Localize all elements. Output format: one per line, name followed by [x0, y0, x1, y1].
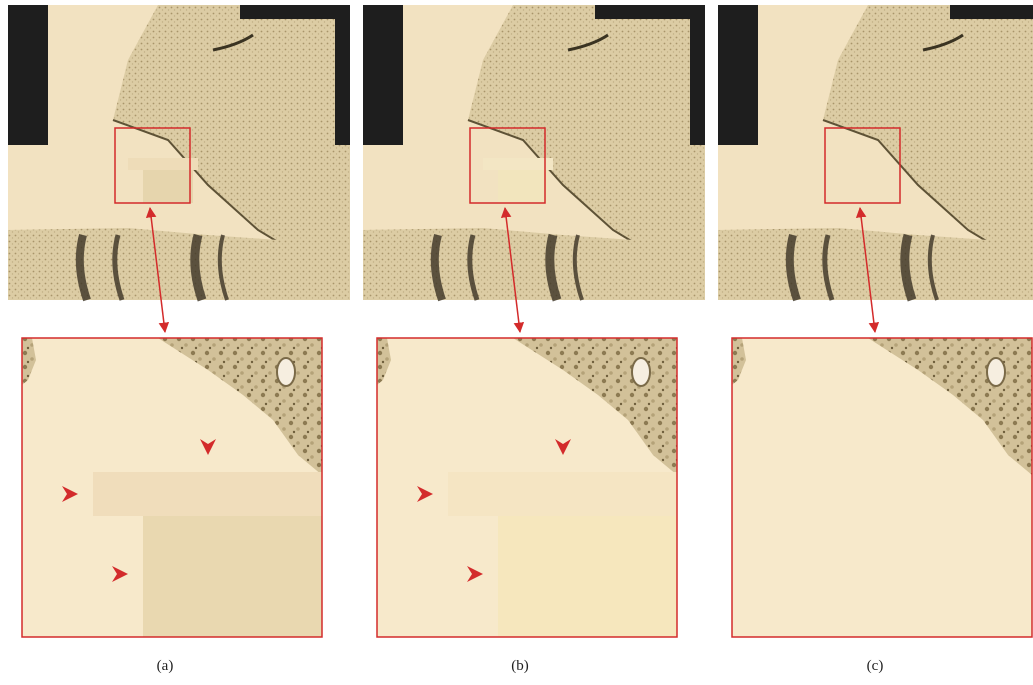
- zoom-cell: [632, 358, 650, 386]
- panel: (b): [363, 5, 705, 674]
- panel: (a): [8, 5, 350, 674]
- seam-patch: [143, 170, 193, 203]
- zoom-cell: [987, 358, 1005, 386]
- zoom-seam: [93, 472, 322, 516]
- black-corner: [363, 5, 403, 145]
- black-corner: [335, 5, 350, 145]
- seam-patch: [128, 158, 198, 170]
- black-corner: [595, 5, 705, 19]
- zoom-seam: [448, 472, 677, 516]
- black-corner: [240, 5, 350, 19]
- panel-label: (c): [867, 658, 884, 674]
- figure: (a) (b) (c): [0, 0, 1033, 680]
- zoom-seam: [498, 516, 677, 637]
- black-corner: [690, 5, 705, 145]
- panel-label: (a): [157, 658, 174, 674]
- zoom-cell: [277, 358, 295, 386]
- zoom-seam: [143, 516, 322, 637]
- black-corner: [718, 5, 758, 145]
- seam-patch: [498, 170, 548, 203]
- black-corner: [950, 5, 1033, 19]
- seam-patch: [483, 158, 553, 170]
- panel: (c): [718, 5, 1033, 674]
- panel-label: (b): [511, 658, 529, 674]
- black-corner: [8, 5, 48, 145]
